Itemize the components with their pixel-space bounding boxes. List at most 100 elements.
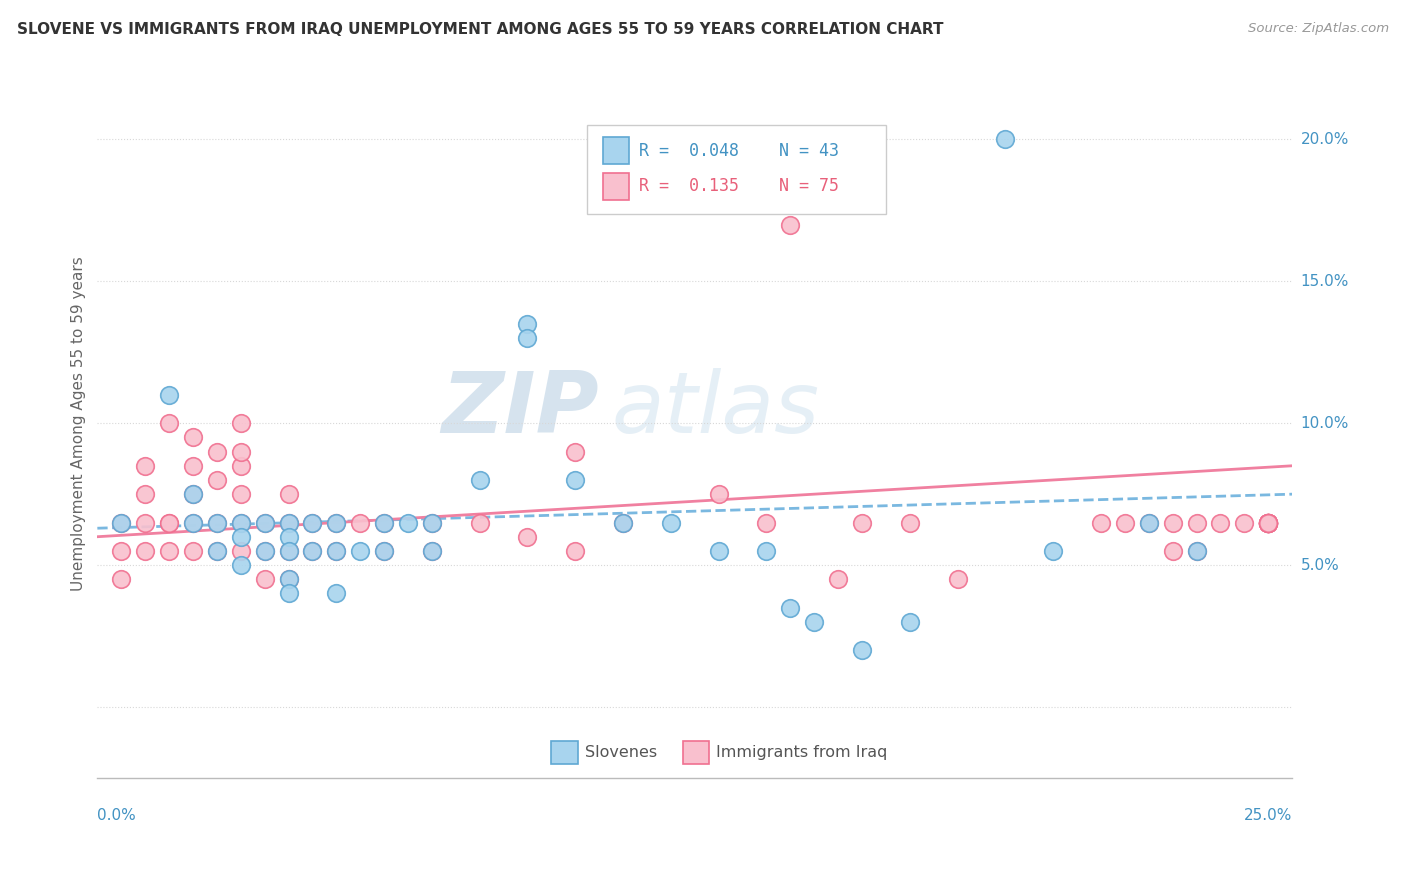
Point bbox=[229, 416, 252, 430]
Point bbox=[325, 586, 347, 600]
Text: ZIP: ZIP bbox=[441, 368, 599, 450]
Point bbox=[229, 558, 252, 573]
Text: R =  0.135    N = 75: R = 0.135 N = 75 bbox=[638, 178, 838, 195]
Point bbox=[1257, 516, 1279, 530]
Text: R =  0.048    N = 43: R = 0.048 N = 43 bbox=[638, 142, 838, 160]
Text: Slovenes: Slovenes bbox=[585, 745, 657, 760]
Point bbox=[110, 544, 132, 558]
Point bbox=[181, 544, 204, 558]
Point bbox=[229, 516, 252, 530]
Point bbox=[755, 516, 778, 530]
Point bbox=[1042, 544, 1064, 558]
Point bbox=[420, 544, 443, 558]
Point bbox=[229, 544, 252, 558]
Point bbox=[277, 544, 299, 558]
Point bbox=[301, 516, 323, 530]
Point bbox=[301, 544, 323, 558]
Point bbox=[420, 544, 443, 558]
Point bbox=[277, 516, 299, 530]
Point bbox=[707, 487, 730, 501]
Point bbox=[134, 516, 156, 530]
Point bbox=[1257, 516, 1279, 530]
Point bbox=[1114, 516, 1136, 530]
Point bbox=[277, 516, 299, 530]
Point bbox=[1185, 544, 1208, 558]
Point bbox=[349, 516, 371, 530]
Text: atlas: atlas bbox=[612, 368, 820, 450]
Point bbox=[325, 516, 347, 530]
Point bbox=[277, 572, 299, 586]
Point bbox=[946, 572, 969, 586]
Point bbox=[253, 544, 276, 558]
Text: 20.0%: 20.0% bbox=[1301, 132, 1348, 147]
Point bbox=[1257, 516, 1279, 530]
Point bbox=[277, 487, 299, 501]
Point bbox=[349, 544, 371, 558]
Point bbox=[827, 572, 849, 586]
Point bbox=[564, 473, 586, 487]
Point bbox=[755, 544, 778, 558]
Text: Immigrants from Iraq: Immigrants from Iraq bbox=[716, 745, 887, 760]
Point bbox=[110, 516, 132, 530]
Point bbox=[779, 600, 801, 615]
Point bbox=[205, 544, 228, 558]
Point bbox=[851, 516, 873, 530]
Point bbox=[157, 388, 180, 402]
Point bbox=[468, 473, 491, 487]
Point bbox=[277, 544, 299, 558]
Point bbox=[181, 430, 204, 444]
Point bbox=[1257, 516, 1279, 530]
Point bbox=[1185, 544, 1208, 558]
Point bbox=[1161, 544, 1184, 558]
Point bbox=[253, 572, 276, 586]
Point bbox=[157, 416, 180, 430]
Point bbox=[325, 544, 347, 558]
Point bbox=[898, 615, 921, 629]
Point bbox=[181, 516, 204, 530]
Point bbox=[205, 516, 228, 530]
Point bbox=[1257, 516, 1279, 530]
Point bbox=[898, 516, 921, 530]
Point bbox=[420, 516, 443, 530]
Point bbox=[277, 530, 299, 544]
Point bbox=[659, 516, 682, 530]
Point bbox=[994, 132, 1017, 146]
Point bbox=[373, 544, 395, 558]
Point bbox=[325, 516, 347, 530]
Point bbox=[205, 473, 228, 487]
Bar bbox=[603, 173, 628, 200]
Text: 25.0%: 25.0% bbox=[1244, 808, 1292, 823]
Point bbox=[1257, 516, 1279, 530]
Point bbox=[1257, 516, 1279, 530]
Point bbox=[1137, 516, 1160, 530]
Point bbox=[110, 516, 132, 530]
Point bbox=[373, 544, 395, 558]
Point bbox=[1257, 516, 1279, 530]
Text: SLOVENE VS IMMIGRANTS FROM IRAQ UNEMPLOYMENT AMONG AGES 55 TO 59 YEARS CORRELATI: SLOVENE VS IMMIGRANTS FROM IRAQ UNEMPLOY… bbox=[17, 22, 943, 37]
Point bbox=[1209, 516, 1232, 530]
Point bbox=[851, 643, 873, 657]
Point bbox=[516, 317, 538, 331]
Point bbox=[1185, 516, 1208, 530]
Point bbox=[277, 586, 299, 600]
Point bbox=[157, 516, 180, 530]
Point bbox=[181, 487, 204, 501]
Point bbox=[1090, 516, 1112, 530]
Point bbox=[325, 544, 347, 558]
Y-axis label: Unemployment Among Ages 55 to 59 years: Unemployment Among Ages 55 to 59 years bbox=[72, 256, 86, 591]
Text: Source: ZipAtlas.com: Source: ZipAtlas.com bbox=[1249, 22, 1389, 36]
Text: 0.0%: 0.0% bbox=[97, 808, 136, 823]
Point bbox=[612, 516, 634, 530]
Point bbox=[181, 487, 204, 501]
Bar bbox=[603, 137, 628, 164]
Point bbox=[564, 444, 586, 458]
Point bbox=[205, 544, 228, 558]
Point bbox=[516, 530, 538, 544]
Point bbox=[253, 516, 276, 530]
Point bbox=[157, 516, 180, 530]
Point bbox=[301, 544, 323, 558]
Point bbox=[373, 516, 395, 530]
Point bbox=[468, 516, 491, 530]
Point bbox=[205, 516, 228, 530]
Point bbox=[1233, 516, 1256, 530]
